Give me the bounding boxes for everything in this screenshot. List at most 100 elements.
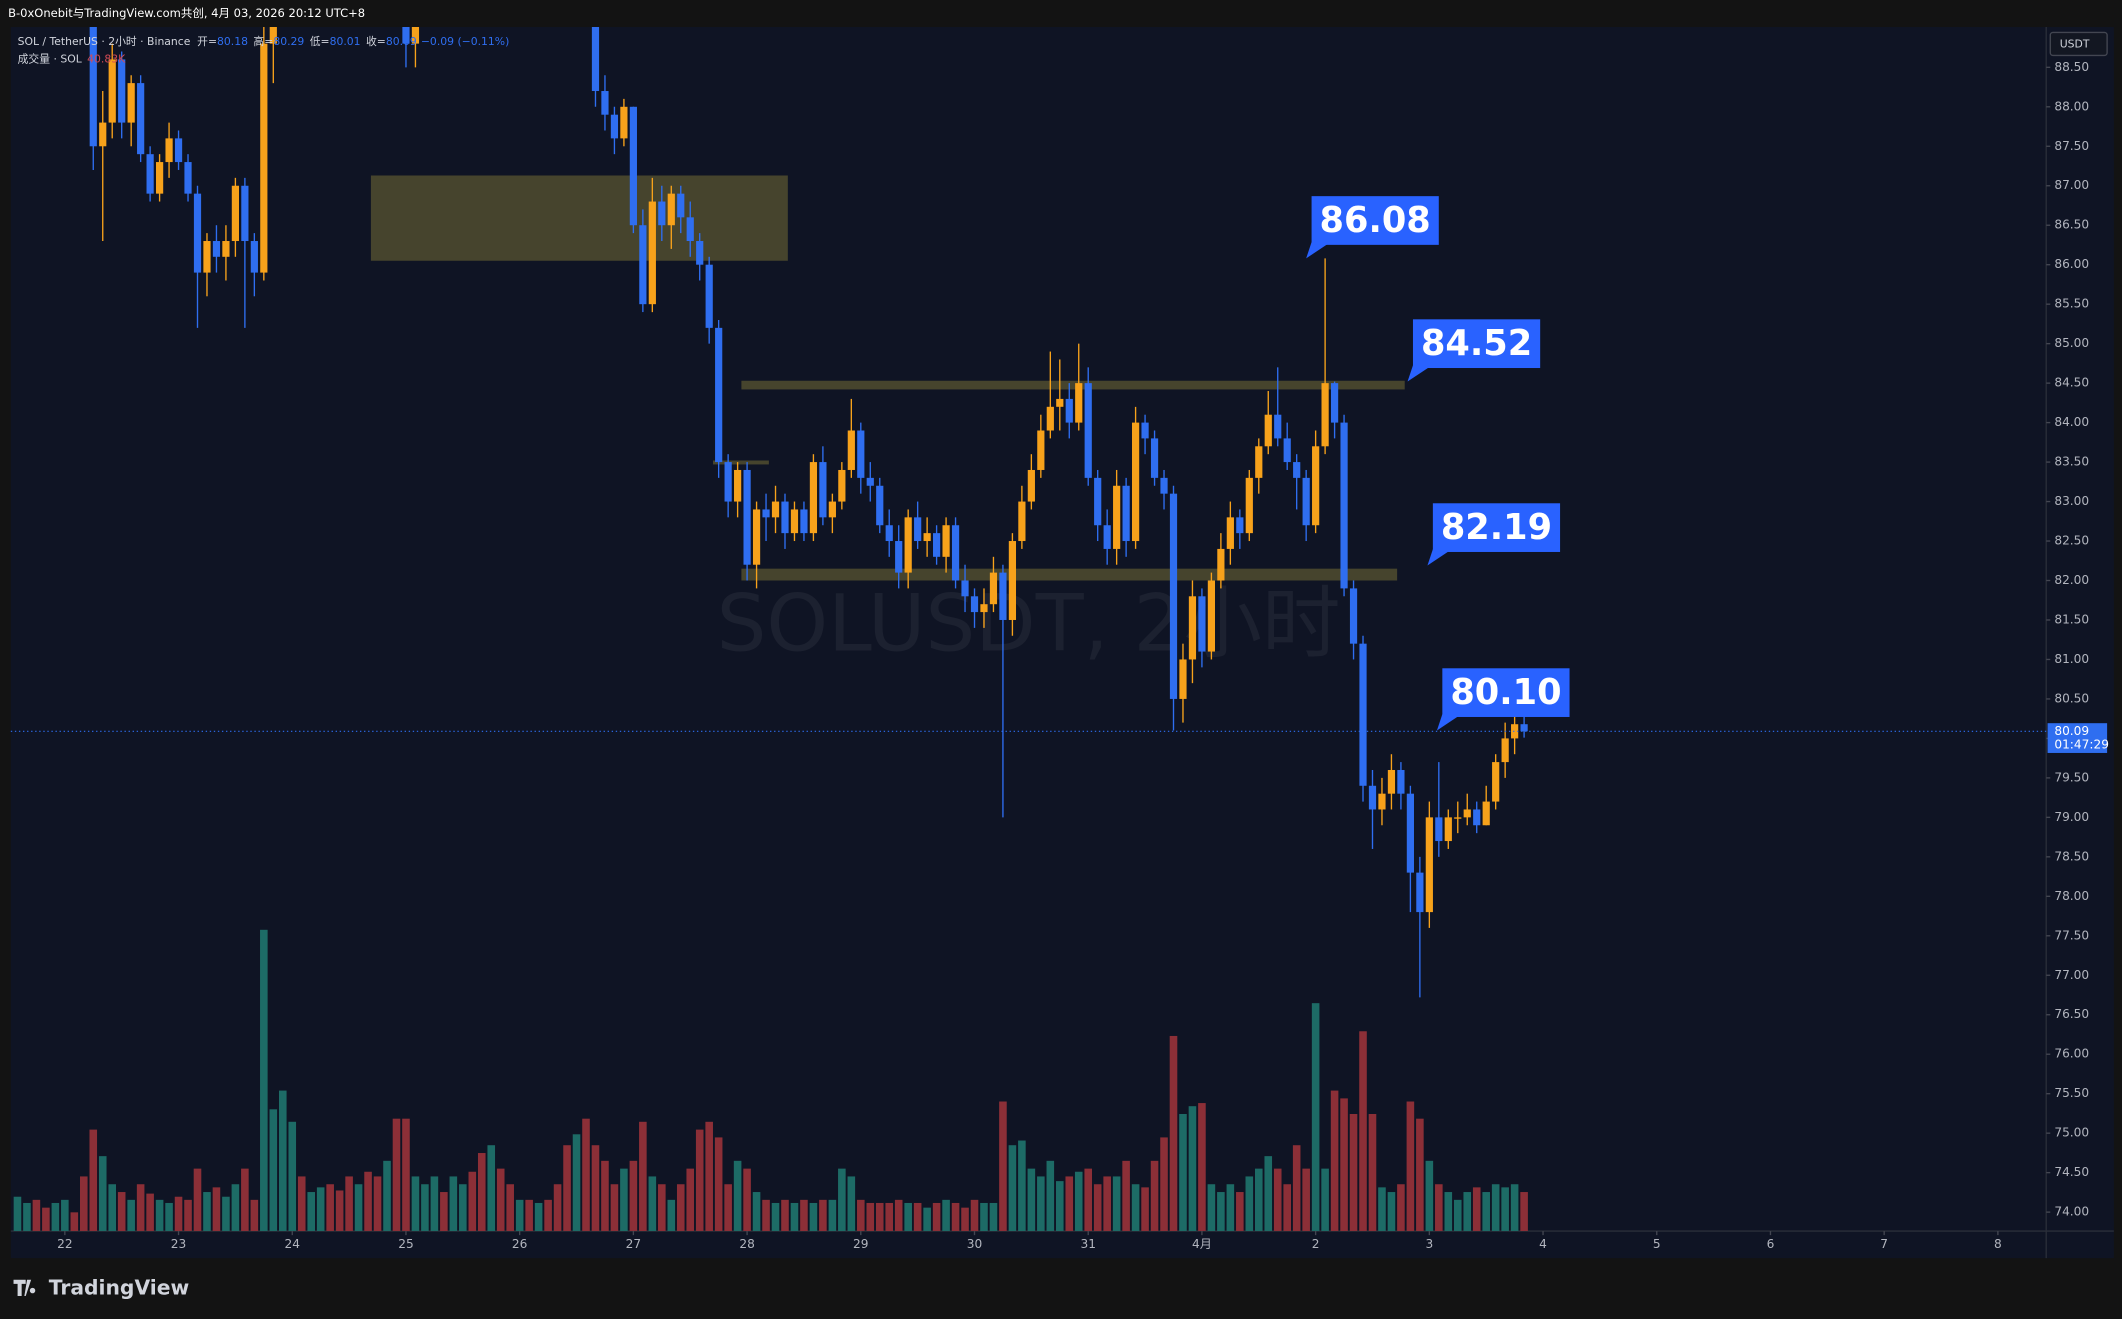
y-tick-label: 82.00 — [2054, 573, 2089, 587]
candle-body — [1274, 414, 1282, 439]
volume-bar — [222, 1196, 230, 1232]
y-tick-label: 79.00 — [2054, 810, 2089, 824]
volume-bar — [667, 1199, 676, 1232]
volume-bar — [79, 1176, 88, 1232]
candle-body — [610, 114, 619, 139]
candle-body — [809, 462, 818, 534]
y-tick-label: 76.00 — [2054, 1047, 2089, 1061]
candle-body — [212, 241, 221, 257]
volume-bar — [297, 1176, 306, 1232]
candle-body — [857, 430, 865, 478]
volume-bar — [610, 1184, 619, 1232]
volume-bar — [620, 1168, 628, 1232]
candle-body — [89, 27, 97, 147]
candle-body — [1169, 493, 1178, 699]
price-tag-value: 80.09 — [2054, 724, 2089, 738]
volume-bar — [591, 1145, 600, 1232]
candle-body — [1473, 809, 1481, 826]
volume-bar — [430, 1176, 439, 1232]
legend-value: 80.29 — [273, 35, 304, 48]
y-tick-label: 78.00 — [2054, 889, 2089, 903]
volume-bar — [932, 1202, 941, 1232]
candle-body — [231, 185, 240, 242]
currency-box[interactable] — [2049, 31, 2108, 57]
callout-pointer — [1436, 714, 1462, 731]
watermark: SOLUSDT, 2小时 — [717, 578, 1341, 670]
volume-bar — [411, 1176, 420, 1232]
candle-body — [250, 241, 258, 273]
volume-bar — [421, 1184, 429, 1232]
x-tick-label: 25 — [398, 1237, 413, 1251]
volume-bar — [345, 1176, 353, 1232]
candle-body — [1141, 422, 1149, 439]
candle-body — [923, 533, 931, 542]
volume-bar — [42, 1207, 50, 1232]
currency[interactable]: USDT — [2060, 38, 2090, 51]
candle-body — [1264, 414, 1272, 447]
volume-bar — [1008, 1145, 1017, 1232]
y-tick-label: 88.00 — [2054, 99, 2089, 113]
candle-body — [1198, 596, 1206, 652]
candle-body — [847, 430, 855, 470]
time-axis — [10, 1231, 2114, 1259]
volume-bar — [1330, 1090, 1339, 1232]
volume-bar — [13, 1196, 22, 1232]
volume-bar — [1122, 1160, 1130, 1232]
volume-bar — [1027, 1168, 1036, 1232]
volume-bar — [402, 1118, 410, 1232]
candle-body — [1463, 809, 1471, 818]
volume-bar — [648, 1176, 657, 1232]
y-tick-label: 75.00 — [2054, 1126, 2089, 1140]
zone — [741, 380, 1405, 390]
volume-bar — [477, 1153, 486, 1232]
candle-body — [1425, 817, 1433, 913]
brand: TradingView — [13, 1276, 190, 1300]
volume-bar — [534, 1202, 543, 1232]
volume-bar — [1074, 1171, 1083, 1232]
callout-label: 86.08 — [1320, 200, 1431, 241]
callout-label: 82.19 — [1441, 507, 1552, 548]
volume-bar — [1368, 1113, 1377, 1232]
x-tick-label: 8 — [1994, 1237, 2002, 1251]
volume-bar — [563, 1145, 571, 1232]
countdown: 01:47:29 — [2054, 737, 2109, 751]
y-tick-label: 83.50 — [2054, 455, 2089, 469]
candle-body — [260, 43, 268, 273]
volume-bar — [544, 1199, 552, 1232]
volume-bar — [1311, 1003, 1320, 1232]
volume-bar — [658, 1184, 666, 1232]
candle-body — [705, 264, 713, 328]
volume-bar — [885, 1202, 894, 1232]
candle-body — [866, 477, 874, 486]
volume-bar — [1169, 1035, 1178, 1232]
volume-bar — [1254, 1168, 1263, 1232]
volume-bar — [51, 1202, 60, 1232]
candle-body — [127, 83, 135, 123]
candle-body — [174, 138, 183, 163]
candle-body — [1037, 430, 1045, 470]
volume-bar — [1349, 1113, 1358, 1232]
header: B-0xOnebit与TradingView.com共创, 4月 03, 202… — [8, 6, 365, 20]
y-tick-label: 88.50 — [2054, 60, 2089, 74]
y-tick-label: 85.00 — [2054, 336, 2089, 350]
candle-body — [591, 27, 600, 92]
volume-bar — [942, 1199, 950, 1232]
volume-bar — [1453, 1199, 1462, 1232]
volume-bar — [212, 1187, 221, 1232]
volume-bar — [705, 1121, 713, 1232]
candle-body — [1236, 517, 1244, 534]
volume-bar — [1472, 1187, 1481, 1232]
volume-bar — [639, 1121, 647, 1232]
candle-body — [1435, 817, 1443, 842]
candle-body — [1387, 769, 1396, 794]
volume-bar — [1359, 1031, 1367, 1232]
volume-bar — [1292, 1145, 1301, 1232]
candle-body — [1046, 406, 1054, 431]
volume-bar — [913, 1202, 922, 1232]
volume-bar — [601, 1160, 609, 1232]
volume-bar — [1520, 1192, 1528, 1232]
candle-body — [639, 225, 647, 305]
legend-value: 80.01 — [330, 35, 361, 48]
candle-body — [1027, 469, 1035, 502]
